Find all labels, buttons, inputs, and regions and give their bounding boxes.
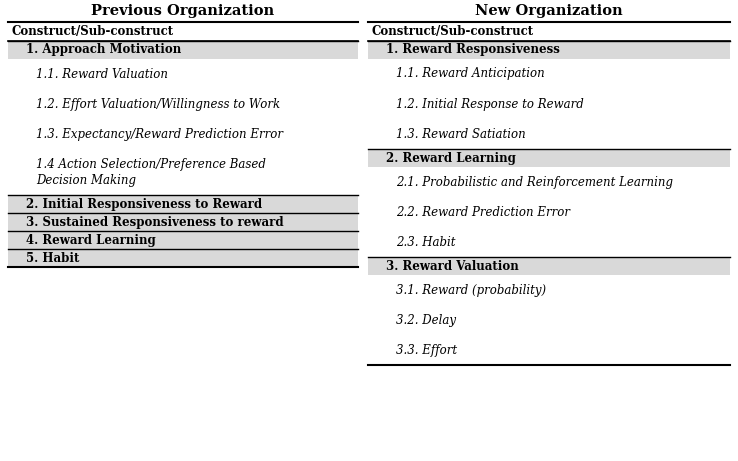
Text: 4. Reward Learning: 4. Reward Learning (26, 234, 156, 247)
Text: 1. Reward Responsiveness: 1. Reward Responsiveness (386, 43, 560, 57)
Text: 3.2. Delay: 3.2. Delay (396, 313, 456, 326)
Text: 1.2. Effort Valuation/Willingness to Work: 1.2. Effort Valuation/Willingness to Wor… (36, 97, 280, 111)
Text: 1.1. Reward Anticipation: 1.1. Reward Anticipation (396, 67, 545, 81)
Text: 2.3. Habit: 2.3. Habit (396, 236, 455, 248)
Text: Construct/Sub-construct: Construct/Sub-construct (372, 24, 534, 37)
Bar (368, 257, 730, 275)
Bar (8, 41, 358, 59)
Text: 2. Initial Responsiveness to Reward: 2. Initial Responsiveness to Reward (26, 197, 262, 211)
Text: 5. Habit: 5. Habit (26, 252, 80, 265)
Text: 1.4 Action Selection/Preference Based
Decision Making: 1.4 Action Selection/Preference Based De… (36, 158, 266, 187)
Text: 2. Reward Learning: 2. Reward Learning (386, 152, 516, 165)
Bar (368, 149, 730, 167)
Bar (8, 213, 358, 231)
Text: 2.1. Probabilistic and Reinforcement Learning: 2.1. Probabilistic and Reinforcement Lea… (396, 176, 673, 189)
Text: 3.1. Reward (probability): 3.1. Reward (probability) (396, 284, 546, 296)
Bar (8, 231, 358, 249)
Text: Previous Organization: Previous Organization (92, 4, 275, 18)
Bar (8, 249, 358, 267)
Bar (368, 41, 730, 59)
Bar (8, 195, 358, 213)
Text: 3.3. Effort: 3.3. Effort (396, 343, 457, 356)
Text: Construct/Sub-construct: Construct/Sub-construct (12, 24, 174, 37)
Text: 1.3. Expectancy/Reward Prediction Error: 1.3. Expectancy/Reward Prediction Error (36, 128, 283, 141)
Text: 3. Sustained Responsiveness to reward: 3. Sustained Responsiveness to reward (26, 215, 283, 229)
Text: 1.2. Initial Response to Reward: 1.2. Initial Response to Reward (396, 97, 584, 111)
Text: 3. Reward Valuation: 3. Reward Valuation (386, 260, 519, 272)
Text: 1. Approach Motivation: 1. Approach Motivation (26, 43, 182, 57)
Text: 2.2. Reward Prediction Error: 2.2. Reward Prediction Error (396, 206, 570, 219)
Text: New Organization: New Organization (475, 4, 623, 18)
Text: 1.1. Reward Valuation: 1.1. Reward Valuation (36, 67, 168, 81)
Text: 1.3. Reward Satiation: 1.3. Reward Satiation (396, 128, 525, 141)
